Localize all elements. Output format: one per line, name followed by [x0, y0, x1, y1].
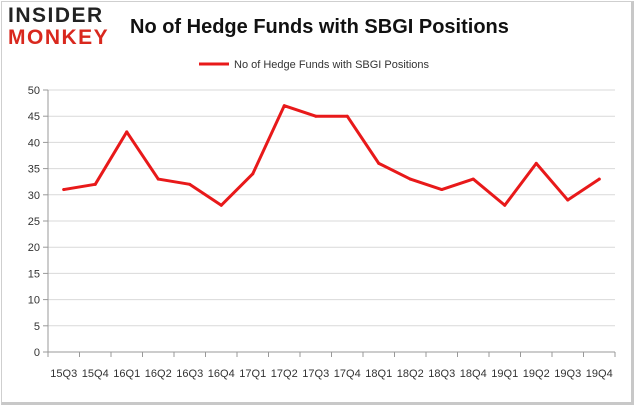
- y-tick-label: 15: [28, 268, 40, 280]
- x-tick-label: 17Q2: [271, 368, 298, 380]
- x-tick-label: 17Q4: [334, 368, 361, 380]
- data-point: [156, 177, 160, 181]
- legend-label: No of Hedge Funds with SBGI Positions: [234, 59, 430, 71]
- data-point: [377, 161, 381, 165]
- x-axis: 15Q3 15Q4 16Q1 16Q2 16Q3 16Q4 17Q1 17Q2 17Q3 17Q4…: [47, 351, 616, 380]
- data-point: [62, 188, 66, 192]
- insider-monkey-logo: INSIDER MONKEY: [8, 5, 109, 48]
- y-tick-label: 0: [34, 347, 40, 359]
- logo-line-1: INSIDER: [8, 4, 104, 27]
- data-point: [345, 114, 349, 118]
- x-tick-label: 16Q1: [113, 368, 140, 380]
- x-tick-label: 18Q2: [397, 368, 424, 380]
- y-axis: 0 5 10 15 20 25 30 35 40 45 50: [28, 85, 49, 359]
- data-point: [597, 177, 601, 181]
- gridlines: [48, 89, 615, 327]
- data-point: [503, 203, 507, 207]
- x-tick-label: 19Q1: [491, 368, 518, 380]
- y-tick-label: 30: [28, 190, 40, 202]
- data-point: [440, 188, 444, 192]
- data-point: [282, 104, 286, 108]
- y-tick-label: 35: [28, 164, 40, 176]
- x-tick-label: 19Q2: [523, 368, 550, 380]
- y-tick-label: 45: [28, 111, 40, 123]
- data-point: [93, 182, 97, 186]
- y-tick-label: 5: [34, 321, 40, 333]
- y-tick-label: 40: [28, 137, 40, 149]
- series-layer: [62, 104, 601, 207]
- x-tick-label: 16Q4: [208, 368, 235, 380]
- logo-line-2: MONKEY: [8, 26, 110, 49]
- x-tick-label: 15Q4: [82, 368, 109, 380]
- x-tick-label: 15Q3: [50, 368, 77, 380]
- x-tick-label: 17Q3: [302, 368, 329, 380]
- y-tick-label: 20: [28, 242, 40, 254]
- x-tick-label: 16Q3: [176, 368, 203, 380]
- y-tick-label: 25: [28, 216, 40, 228]
- data-point: [408, 177, 412, 181]
- series-line: [62, 104, 601, 207]
- data-point: [471, 177, 475, 181]
- x-tick-label: 18Q1: [365, 368, 392, 380]
- data-point: [251, 172, 255, 176]
- y-tick-label: 50: [28, 85, 40, 97]
- x-tick-label: 19Q3: [554, 368, 581, 380]
- data-point: [188, 182, 192, 186]
- data-point: [219, 203, 223, 207]
- x-tick-label: 17Q1: [239, 368, 266, 380]
- chart-title: No of Hedge Funds with SBGI Positions: [130, 16, 509, 38]
- data-point: [314, 114, 318, 118]
- data-point: [534, 161, 538, 165]
- x-tick-label: 18Q3: [428, 368, 455, 380]
- legend: No of Hedge Funds with SBGI Positions: [199, 59, 430, 71]
- x-tick-label: 18Q4: [460, 368, 487, 380]
- x-tick-label: 16Q2: [145, 368, 172, 380]
- data-point: [566, 198, 570, 202]
- data-point: [125, 130, 129, 134]
- y-tick-label: 10: [28, 295, 40, 307]
- x-tick-label: 19Q4: [586, 368, 613, 380]
